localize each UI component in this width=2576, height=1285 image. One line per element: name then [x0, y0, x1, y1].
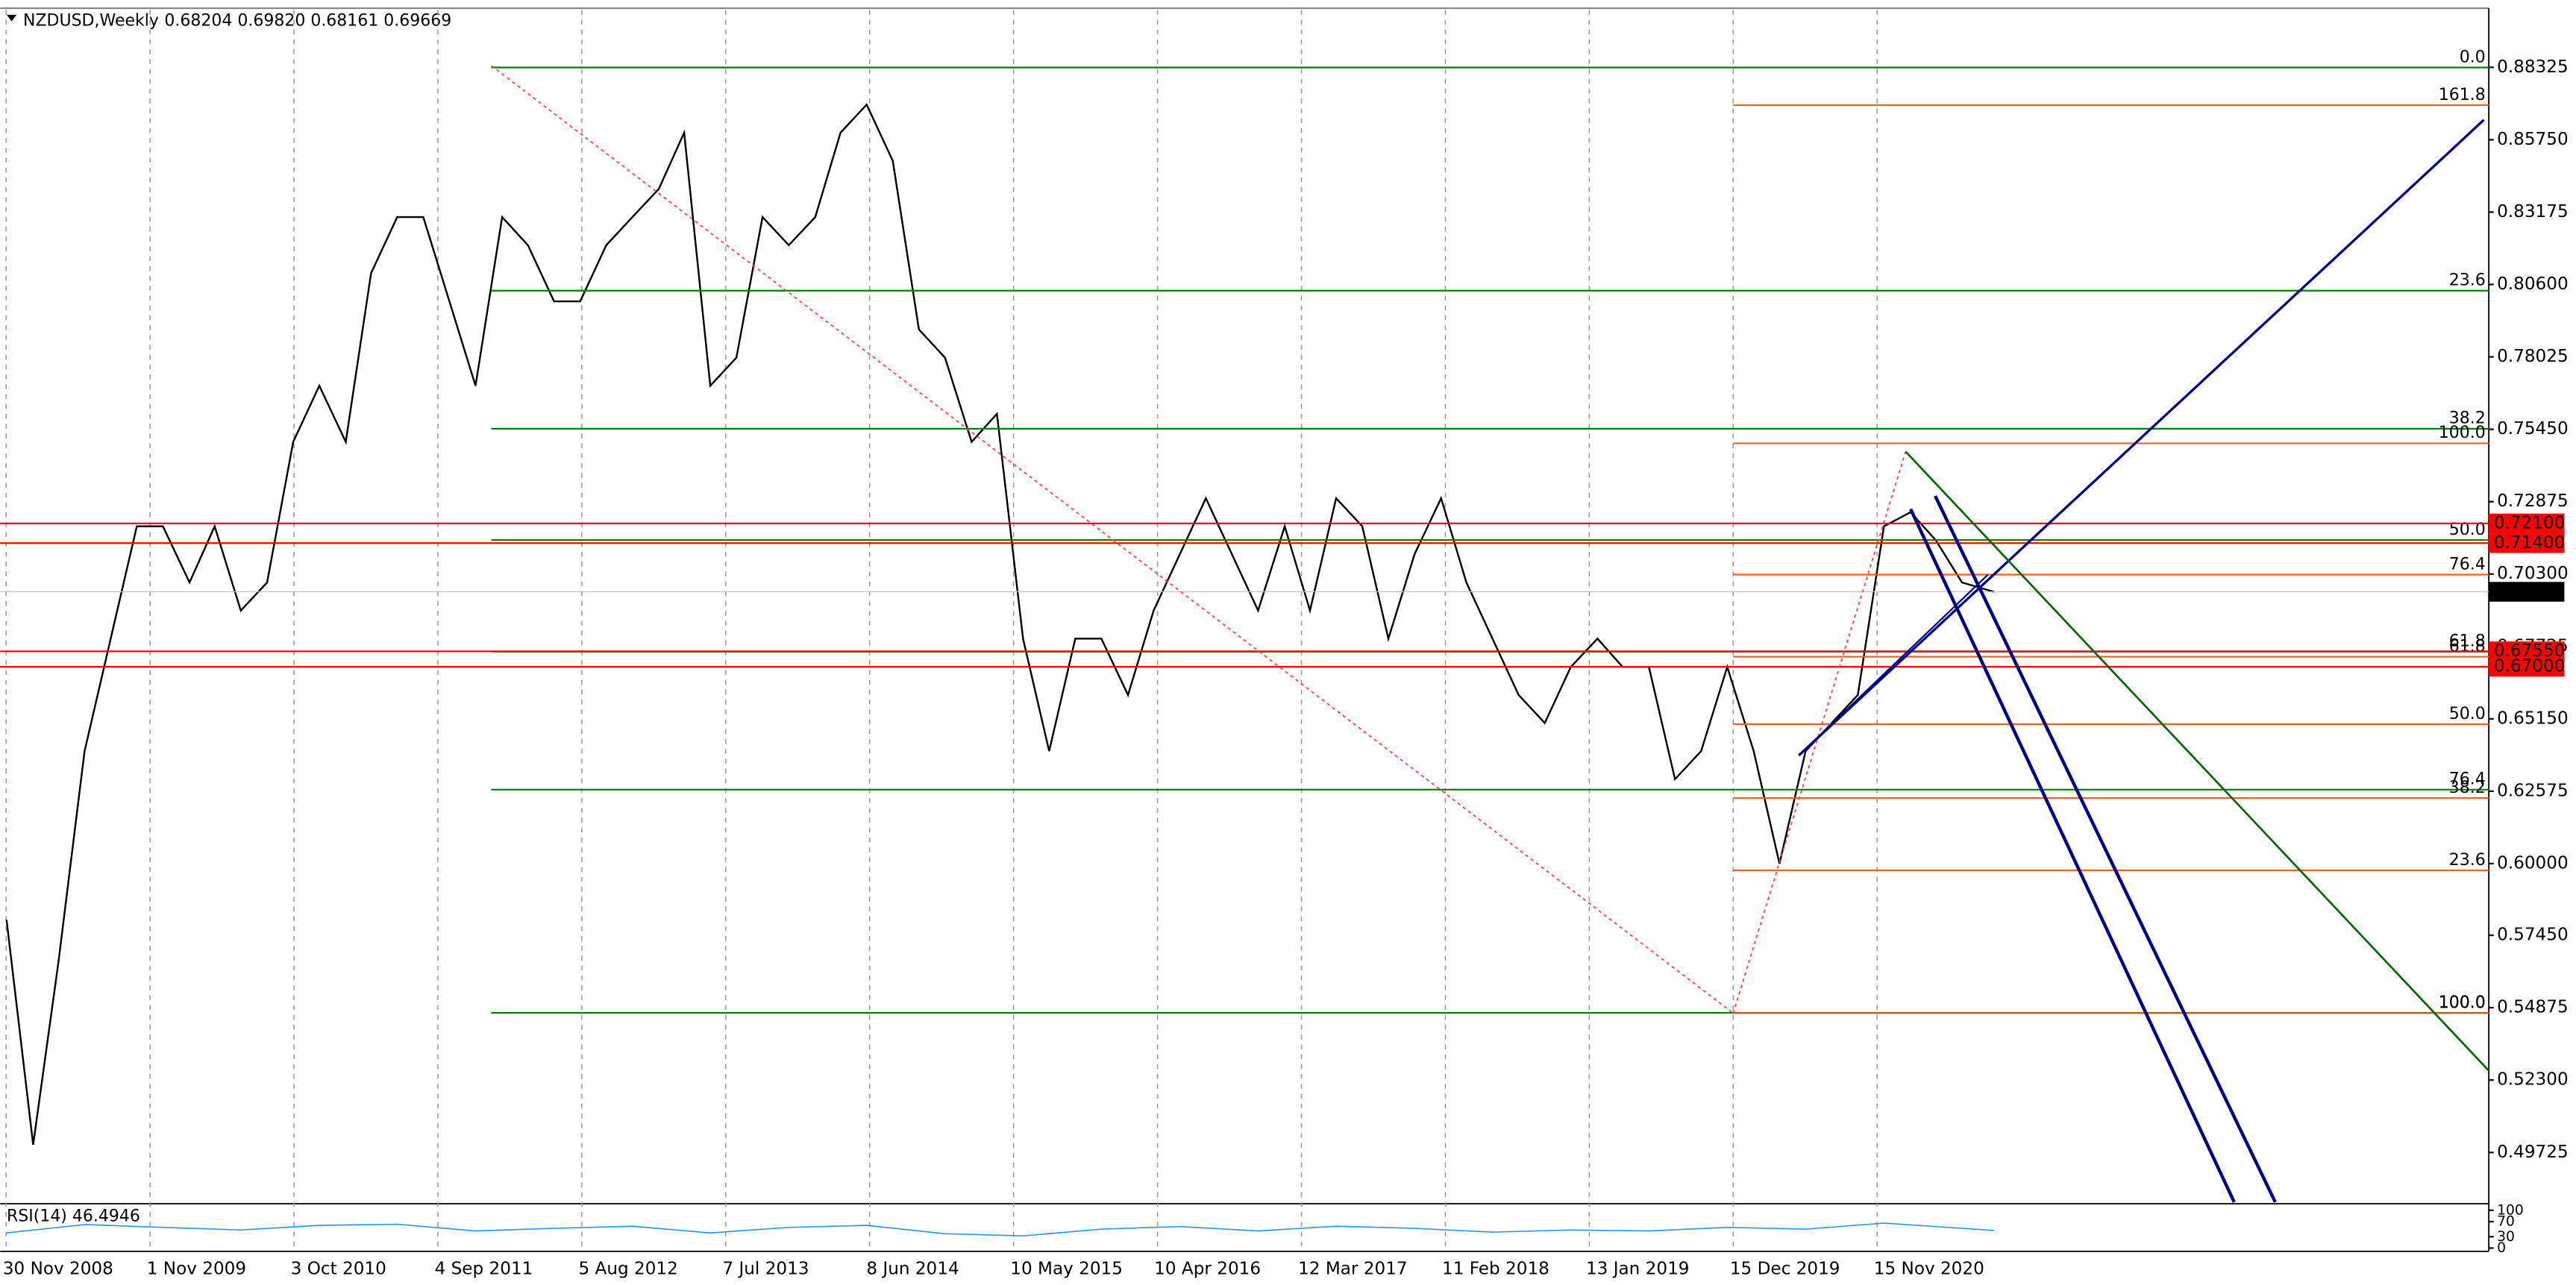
y-tick-label: 0.57450 — [2497, 926, 2569, 945]
y-tick-label: 0.54875 — [2497, 998, 2569, 1017]
x-tick-label: 7 Jul 2013 — [722, 1260, 809, 1279]
fib-label: 23.6 — [2449, 271, 2486, 290]
fib-label: 61.8 — [2449, 632, 2486, 651]
x-tick-label: 5 Aug 2012 — [579, 1260, 678, 1279]
y-tick-label: 0.65150 — [2497, 709, 2569, 728]
fib-label: 100.0 — [2439, 424, 2486, 442]
price-level-label: 0.67000 — [2494, 657, 2566, 676]
trend-line — [1798, 119, 2485, 757]
rsi-line — [6, 1222, 1994, 1237]
y-tick-label: 0.70300 — [2497, 564, 2569, 583]
fib-label: 161.8 — [2439, 86, 2486, 104]
x-tick-label: 15 Dec 2019 — [1730, 1260, 1840, 1279]
trend-line — [1798, 574, 1989, 756]
x-tick-label: 1 Nov 2009 — [147, 1260, 246, 1279]
price-level-tag — [2489, 513, 2565, 534]
price-level-tag — [2489, 533, 2565, 553]
ohlc-readout: 0.68204 0.69820 0.68161 0.69669 — [164, 12, 451, 31]
channel-line — [1934, 495, 2277, 1203]
y-tick-label: 0.60000 — [2497, 853, 2569, 873]
chart-title: NZDUSD,Weekly — [23, 12, 159, 31]
y-tick-label: 0.49725 — [2497, 1143, 2569, 1162]
y-tick-label: 0.75450 — [2497, 419, 2569, 439]
price-level-label: 0.72100 — [2494, 513, 2566, 532]
menu-arrow[interactable] — [7, 14, 17, 22]
price-level-tag — [2489, 656, 2565, 677]
y-tick-label: 0.88325 — [2497, 57, 2569, 77]
price-level-label: 0.71400 — [2494, 533, 2566, 553]
y-tick-label: 0.85750 — [2497, 130, 2569, 149]
x-tick-label: 11 Feb 2018 — [1442, 1260, 1549, 1279]
y-tick-label: 0.52300 — [2497, 1070, 2569, 1090]
last-price-label: 0.69669 — [2494, 582, 2566, 601]
fib-trend-line — [491, 65, 1734, 1014]
x-tick-label: 10 May 2015 — [1010, 1260, 1123, 1279]
fib-label: 50.0 — [2449, 705, 2486, 723]
x-tick-label: 3 Oct 2010 — [291, 1260, 386, 1279]
x-tick-label: 8 Jun 2014 — [866, 1260, 959, 1279]
y-tick-label: 70 — [2497, 1214, 2515, 1230]
x-tick-label: 4 Sep 2011 — [435, 1260, 533, 1279]
fib-label: 76.4 — [2449, 555, 2486, 574]
fib-label: 38.2 — [2449, 409, 2486, 428]
x-tick-label: 12 Mar 2017 — [1298, 1260, 1408, 1279]
y-tick-label: 0.78025 — [2497, 347, 2569, 366]
fib-label: 38.2 — [2449, 779, 2486, 797]
y-tick-label: 0 — [2497, 1240, 2506, 1256]
y-tick-label: 0.83175 — [2497, 202, 2569, 222]
rsi-title: RSI(14) 46.4946 — [7, 1207, 140, 1226]
fib-label: 76.4 — [2449, 770, 2486, 789]
fib-label: 23.6 — [2449, 851, 2486, 870]
fib-label: 100.0 — [2439, 993, 2486, 1012]
fib-label: 100.0 — [2439, 993, 2486, 1012]
trend-line — [1905, 450, 2490, 1072]
y-tick-label: 0.62575 — [2497, 781, 2569, 800]
y-tick-label: 100 — [2497, 1202, 2524, 1218]
x-tick-label: 15 Nov 2020 — [1874, 1260, 1984, 1279]
x-tick-label: 30 Nov 2008 — [3, 1260, 113, 1279]
last-price-tag — [2489, 582, 2565, 602]
x-tick-label: 13 Jan 2019 — [1586, 1260, 1690, 1279]
x-tick-label: 10 Apr 2016 — [1154, 1260, 1261, 1279]
fib-label: 61.8 — [2449, 637, 2486, 656]
channel-line — [1909, 508, 2236, 1203]
y-tick-label: 30 — [2497, 1229, 2515, 1245]
fib-label: 0.0 — [2460, 48, 2486, 66]
y-tick-label: 0.72875 — [2497, 491, 2569, 511]
price-line — [5, 103, 1995, 1146]
y-tick-label: 0.80600 — [2497, 274, 2569, 294]
drawings — [491, 65, 2490, 1203]
